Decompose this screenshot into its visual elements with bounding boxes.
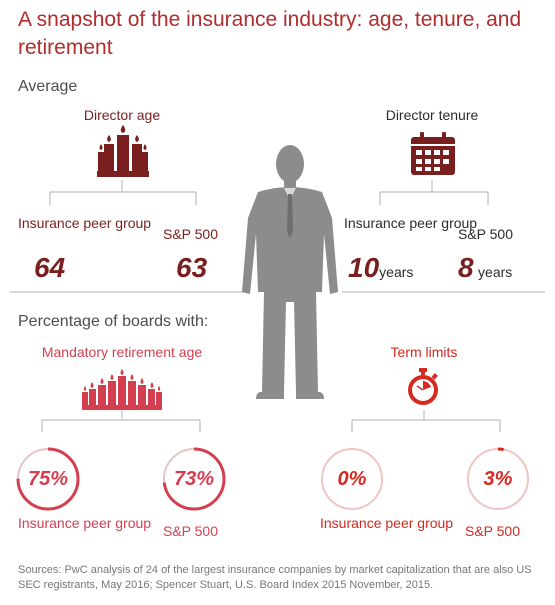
ring-fill bbox=[162, 447, 226, 511]
term-right-label: S&P 500 bbox=[465, 523, 521, 539]
term-left-label: Insurance peer group bbox=[320, 515, 454, 531]
ring-fill bbox=[16, 447, 80, 511]
bracket-director-tenure bbox=[379, 180, 489, 205]
bracket-director-age bbox=[49, 180, 197, 205]
ring-term-sp500 bbox=[466, 447, 530, 511]
bracket-mandatory-retirement bbox=[41, 410, 201, 432]
mandatory-left-label: Insurance peer group bbox=[18, 515, 152, 531]
director-age-right-value: 63 bbox=[176, 252, 208, 283]
director-tenure-left: 10years bbox=[348, 252, 413, 284]
section-percentage: Percentage of boards with: bbox=[18, 313, 209, 330]
mandatory-right-value: 73% bbox=[173, 468, 215, 490]
director-tenure-right: 8 years bbox=[458, 252, 512, 284]
source-note: Sources: PwC analysis of 24 of the large… bbox=[18, 564, 532, 591]
ring-mandatory-insurance bbox=[16, 447, 80, 511]
bracket-term-limits bbox=[351, 410, 501, 432]
director-age-left-label: Insurance peer group bbox=[18, 215, 152, 231]
ring-term-insurance bbox=[320, 447, 384, 511]
section-average: Average bbox=[18, 78, 78, 95]
director-age-right-label: S&P 500 bbox=[163, 226, 219, 242]
candles-many-icon bbox=[82, 369, 162, 410]
mandatory-retirement-label: Mandatory retirement age bbox=[41, 344, 203, 360]
director-tenure-right-value: 8 bbox=[458, 252, 474, 283]
mandatory-right-label: S&P 500 bbox=[163, 523, 219, 539]
director-tenure-left-label: Insurance peer group bbox=[344, 215, 478, 231]
director-age-left-value: 64 bbox=[34, 252, 66, 283]
page-title: A snapshot of the insurance industry: ag… bbox=[18, 8, 522, 59]
director-tenure-left-value: 10 bbox=[348, 252, 380, 283]
director-tenure-right-unit: years bbox=[478, 264, 513, 280]
ring-track bbox=[321, 448, 383, 510]
candles-icon bbox=[97, 125, 149, 177]
stopwatch-icon bbox=[408, 368, 438, 405]
person-figure-icon bbox=[242, 145, 338, 399]
ring-track bbox=[467, 448, 529, 510]
calendar-icon bbox=[411, 132, 455, 175]
term-left-value: 0% bbox=[337, 468, 367, 490]
mandatory-left-value: 75% bbox=[27, 468, 69, 490]
term-right-value: 3% bbox=[483, 468, 513, 490]
director-tenure-right-label: S&P 500 bbox=[458, 226, 514, 242]
term-limits-label: Term limits bbox=[390, 344, 458, 360]
ring-mandatory-sp500 bbox=[162, 447, 226, 511]
director-tenure-label: Director tenure bbox=[385, 107, 479, 123]
director-tenure-left-unit: years bbox=[379, 264, 414, 280]
director-age-label: Director age bbox=[83, 107, 161, 123]
